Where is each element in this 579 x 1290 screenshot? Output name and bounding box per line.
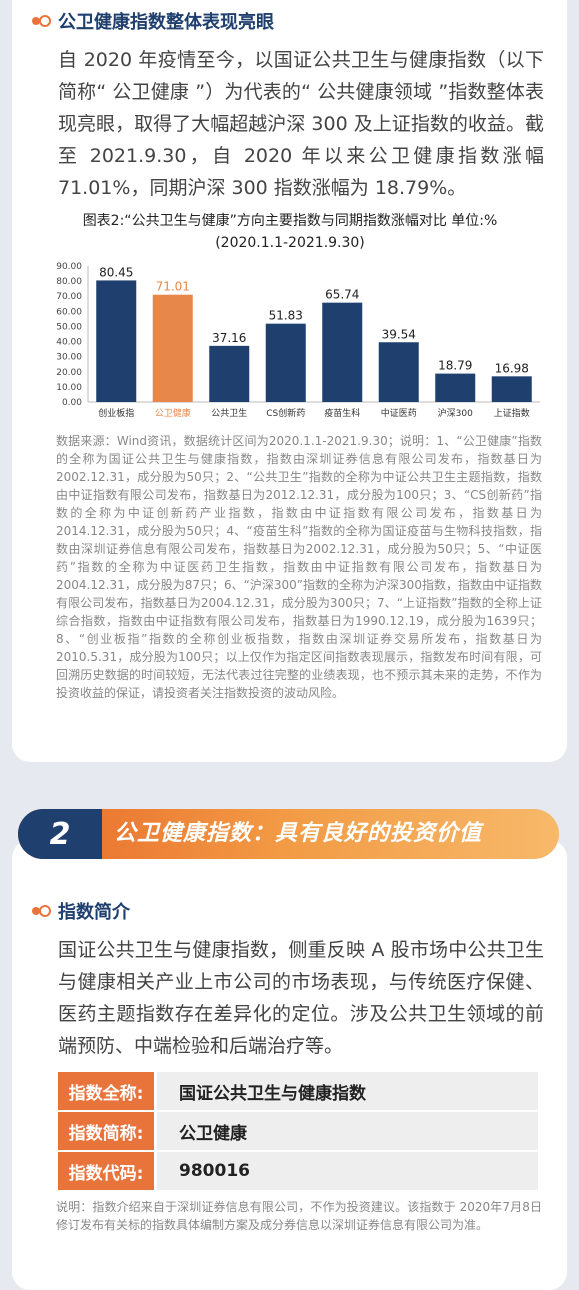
y-tick-label: 0.00 [62, 398, 82, 408]
bar-value-label: 65.74 [325, 288, 359, 302]
bar [491, 376, 532, 402]
bar [96, 280, 137, 402]
x-tick-label: 公共卫生 [211, 407, 247, 419]
y-tick-label: 10.00 [56, 383, 82, 393]
bullet-dots-icon [32, 905, 52, 917]
section2-heading: 指数简介 [32, 898, 130, 924]
y-tick-label: 50.00 [56, 322, 82, 332]
bar-value-label: 80.45 [99, 265, 133, 279]
section1-source-note: 数据来源：Wind资讯，数据统计区间为2020.1.1-2021.9.30；说明… [56, 434, 542, 700]
section2-paragraph: 国证公共卫生与健康指数，侧重反映 A 股市场中公共卫生与健康相关产业上市公司的市… [58, 939, 544, 1057]
section1-paragraph: 自 2020 年疫情至今，以国证公共卫生与健康指数（以下简称“ 公卫健康 ”）为… [58, 49, 544, 199]
table-key: 指数代码: [58, 1151, 156, 1192]
x-tick-label: 公卫健康 [155, 407, 191, 419]
y-tick-label: 20.00 [56, 368, 82, 378]
bar [378, 342, 419, 402]
x-tick-label: CS创新药 [266, 407, 305, 419]
table-key: 指数全称: [58, 1072, 156, 1112]
x-tick-label: 沪深300 [438, 407, 473, 419]
table-key: 指数简称: [58, 1111, 156, 1152]
y-tick-label: 60.00 [56, 307, 82, 317]
bar-value-label: 71.01 [156, 280, 190, 294]
table-value: 980016 [154, 1151, 538, 1192]
bullet-dots-icon [32, 15, 52, 27]
banner-title: 公卫健康指数：具有良好的投资价值 [114, 821, 483, 846]
bar [265, 323, 306, 402]
banner-number: 2 [18, 809, 102, 859]
bar-value-label: 39.54 [382, 327, 416, 341]
bar [435, 373, 476, 402]
table-row: 指数全称: 国证公共卫生与健康指数 [58, 1072, 538, 1112]
table-row: 指数简称: 公卫健康 [58, 1111, 538, 1152]
section2-banner: 2 公卫健康指数：具有良好的投资价值 [18, 809, 559, 859]
table-value: 公卫健康 [154, 1111, 538, 1152]
bar-value-label: 51.83 [269, 309, 303, 323]
x-tick-label: 中证医药 [381, 407, 417, 419]
y-tick-label: 30.00 [56, 353, 82, 363]
index-info-table: 指数全称: 国证公共卫生与健康指数 指数简称: 公卫健康 指数代码: 98001… [58, 1072, 538, 1192]
section2-note: 说明：指数介绍来自于深圳证券信息有限公司，不作为投资建议。该指数于 2020年7… [56, 1200, 542, 1232]
chart-title: 图表2:“公共卫生与健康”方向主要指数与同期指数涨幅对比 单位:% (2020.… [40, 210, 540, 254]
bar-chart: 0.00 10.00 20.00 30.00 40.00 50.00 60.00 70.00 8… [56, 262, 540, 419]
bar [322, 302, 363, 402]
bar [209, 345, 250, 402]
x-tick-label: 创业板指 [98, 407, 134, 419]
y-tick-label: 80.00 [56, 277, 82, 287]
section2-title: 指数简介 [58, 902, 130, 923]
table-value: 国证公共卫生与健康指数 [154, 1072, 538, 1112]
section1-heading: 公卫健康指数整体表现亮眼 [32, 8, 274, 34]
x-tick-label: 上证指数 [494, 407, 530, 419]
banner-bar [18, 809, 559, 859]
chart-title-line2: (2020.1.1-2021.9.30) [215, 235, 365, 251]
y-tick-label: 90.00 [56, 262, 82, 272]
section2-card [12, 840, 567, 1290]
bar-value-label: 16.98 [495, 361, 529, 375]
x-tick-label: 疫苗生科 [324, 407, 360, 419]
chart-title-line1: 图表2:“公共卫生与健康”方向主要指数与同期指数涨幅对比 单位:% [82, 213, 498, 229]
y-tick-label: 40.00 [56, 338, 82, 348]
table-row: 指数代码: 980016 [58, 1151, 538, 1192]
bar-value-label: 37.16 [212, 331, 246, 345]
bar [152, 294, 193, 402]
bar-value-label: 18.79 [438, 359, 472, 373]
y-tick-label: 70.00 [56, 292, 82, 302]
section1-title: 公卫健康指数整体表现亮眼 [58, 12, 274, 33]
